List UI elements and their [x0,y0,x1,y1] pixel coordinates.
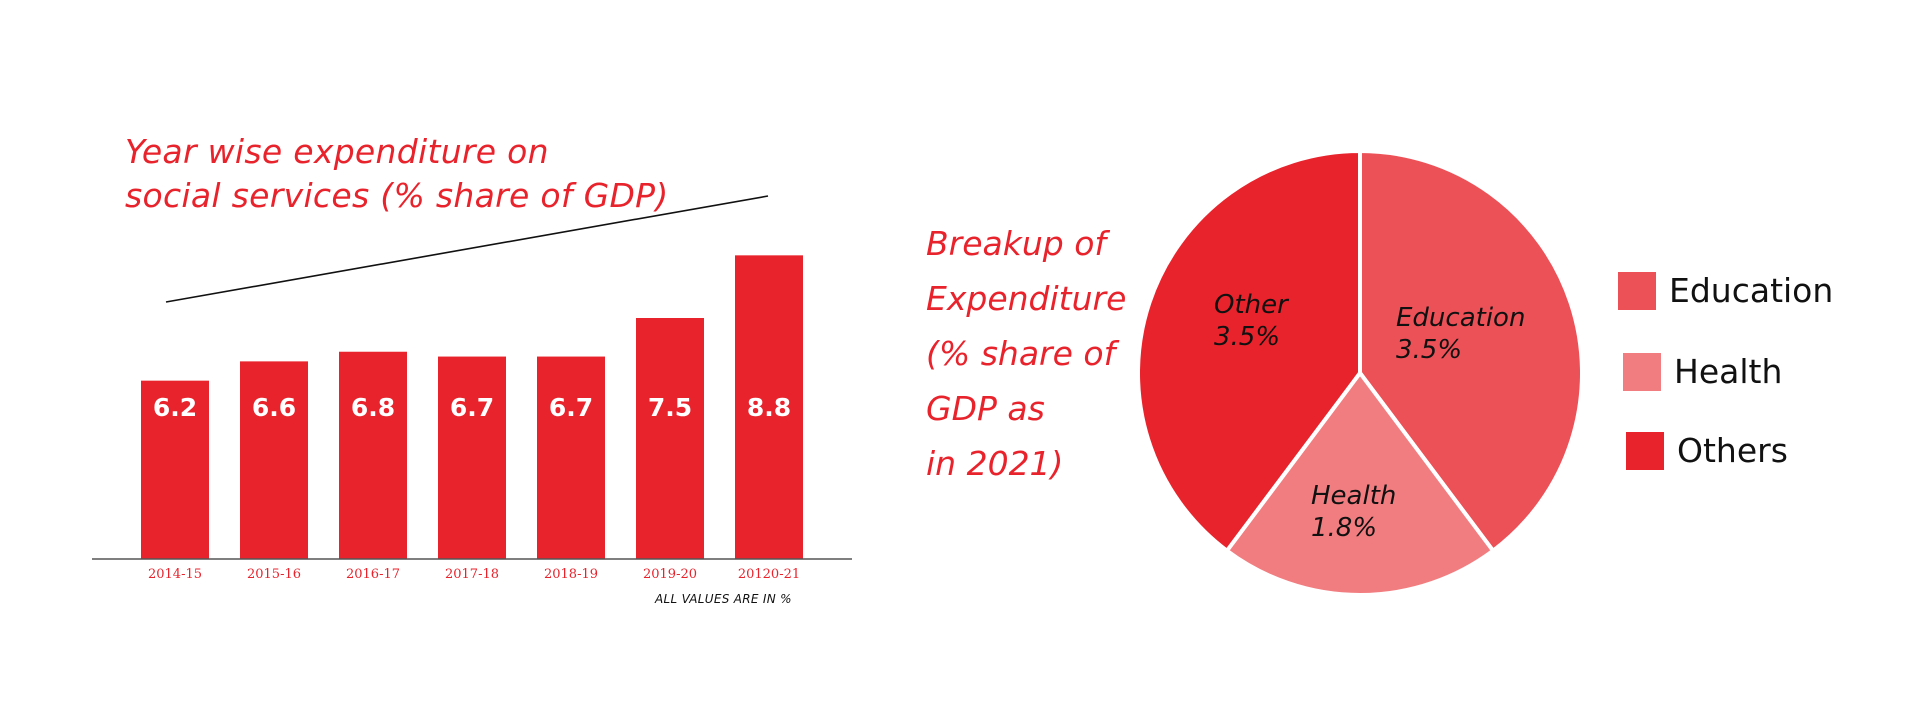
pie-chart-title-line-4: GDP as [926,389,1045,428]
trend-line [165,195,769,303]
values-unit-note: ALL VALUES ARE IN % [655,592,792,606]
bar-chart-title-line-2: social services (% share of GDP) [125,176,669,215]
x-tick-label: 2016-17 [346,567,400,582]
legend-swatch-others [1626,432,1664,470]
pie-slice-name: Other [1214,290,1288,320]
pie-chart-title-line-5: in 2021) [926,444,1064,483]
bar-chart-title-line-1: Year wise expenditure on [125,132,549,171]
pie-slice-value: 3.5% [1396,335,1463,365]
bar-2018-19 [537,356,605,559]
legend-swatch-health [1623,353,1661,391]
legend-swatch-education [1618,272,1656,310]
bar-2019-20 [636,318,704,559]
bar-value-label: 8.8 [747,393,791,422]
pie-slice-name: Health [1311,481,1397,511]
bar-value-label: 6.7 [549,393,593,422]
x-tick-label: 20120-21 [738,567,800,582]
bar-value-label: 6.7 [450,393,494,422]
bar-2017-18 [438,356,506,559]
bar-2015-16 [240,361,308,559]
pie-label-education: Education 3.5% [1396,302,1525,366]
x-tick-label: 2019-20 [643,567,697,582]
x-tick-label: 2014-15 [148,567,202,582]
legend-label-education: Education [1669,271,1834,310]
x-tick-label: 2017-18 [445,567,499,582]
bar-value-label: 6.2 [153,393,197,422]
bar-value-label: 6.8 [351,393,395,422]
pie-slice-value: 3.5% [1214,322,1281,352]
bar-value-label: 6.6 [252,393,296,422]
pie-chart-title-line-1: Breakup of [926,224,1107,263]
bars-group: 6.2 2014-15 6.6 2015-16 6.8 2016-17 6.7 2017-18… [141,255,803,582]
pie-chart-title-line-2: Expenditure [926,279,1127,318]
legend-label-others: Others [1677,431,1788,470]
x-tick-label: 2018-19 [544,567,598,582]
bar-value-label: 7.5 [648,393,692,422]
legend-label-health: Health [1674,352,1783,391]
bar-2014-15 [141,380,209,559]
x-tick-label: 2015-16 [247,567,301,582]
pie-chart-title-line-3: (% share of [926,334,1116,373]
pie-label-health: Health 1.8% [1311,480,1396,544]
bar-chart: 6.2 2014-15 6.6 2015-16 6.8 2016-17 6.7 2017-18… [92,195,852,582]
pie-slice-value: 1.8% [1311,513,1378,543]
pie-label-other: Other 3.5% [1214,289,1288,353]
bar-20120-21 [735,255,803,559]
pie-slice-name: Education [1396,303,1526,333]
bar-2016-17 [339,351,407,559]
